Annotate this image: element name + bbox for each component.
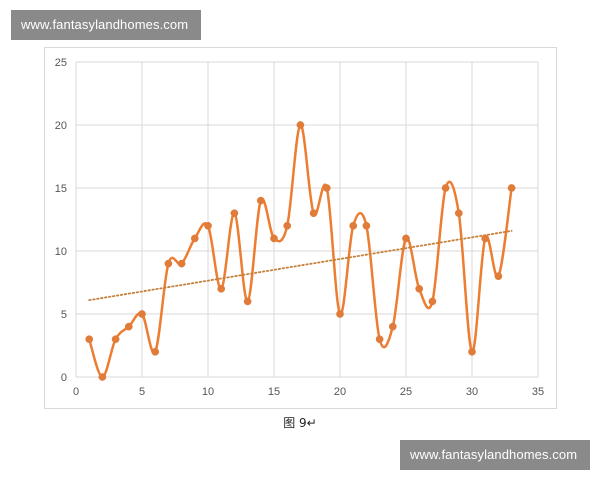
trendline: [88, 229, 513, 302]
data-point: [111, 335, 120, 344]
chart-area: 0 5 10 15 20 25 0 5 10 15 20 25 30 35: [44, 47, 557, 409]
data-point: [85, 335, 94, 344]
x-tick-label: 0: [73, 386, 79, 398]
data-point: [468, 347, 476, 356]
data-point: [204, 221, 212, 230]
data-point: [270, 234, 278, 243]
x-tick-label: 20: [334, 386, 346, 398]
data-point: [309, 209, 318, 218]
x-tick-label: 5: [139, 386, 145, 398]
data-point: [336, 310, 344, 318]
figure-caption: 图 9↵: [283, 416, 317, 430]
data-point: [177, 259, 186, 268]
watermark-bottom: www.fantasylandhomes.com: [400, 440, 590, 470]
x-tick-label: 10: [202, 386, 214, 398]
data-point: [428, 297, 437, 306]
data-point: [375, 335, 384, 344]
data-point: [164, 259, 173, 268]
y-tick-label: 20: [55, 120, 67, 132]
data-point: [283, 221, 292, 230]
data-point: [151, 347, 160, 356]
data-point: [296, 121, 305, 129]
data-point: [124, 322, 133, 331]
data-point: [217, 284, 226, 293]
data-point: [230, 209, 239, 218]
data-point: [243, 297, 252, 306]
data-point: [349, 221, 358, 230]
data-point: [481, 234, 490, 243]
watermark-top: www.fantasylandhomes.com: [11, 10, 201, 40]
x-tick-label: 35: [532, 386, 544, 398]
x-tick-label: 30: [466, 386, 478, 398]
data-point: [507, 184, 516, 192]
y-tick-label: 0: [61, 372, 67, 384]
data-point: [98, 373, 107, 381]
y-tick-label: 5: [61, 309, 67, 321]
data-point: [256, 196, 265, 205]
y-tick-label: 10: [55, 246, 67, 258]
data-point: [441, 184, 450, 192]
data-point: [454, 209, 463, 218]
y-tick-label: 15: [55, 183, 67, 195]
data-point: [415, 284, 424, 293]
data-point: [138, 310, 146, 318]
line-chart: 0 5 10 15 20 25 0 5 10 15 20 25 30 35: [55, 57, 544, 398]
x-tick-label: 15: [268, 386, 280, 398]
data-point: [362, 221, 371, 230]
x-tick-label: 25: [400, 386, 412, 398]
data-point: [190, 234, 199, 243]
data-point: [402, 234, 410, 243]
data-point: [494, 272, 503, 281]
data-point: [322, 184, 331, 192]
data-point: [388, 322, 397, 331]
y-tick-label: 25: [55, 57, 67, 69]
